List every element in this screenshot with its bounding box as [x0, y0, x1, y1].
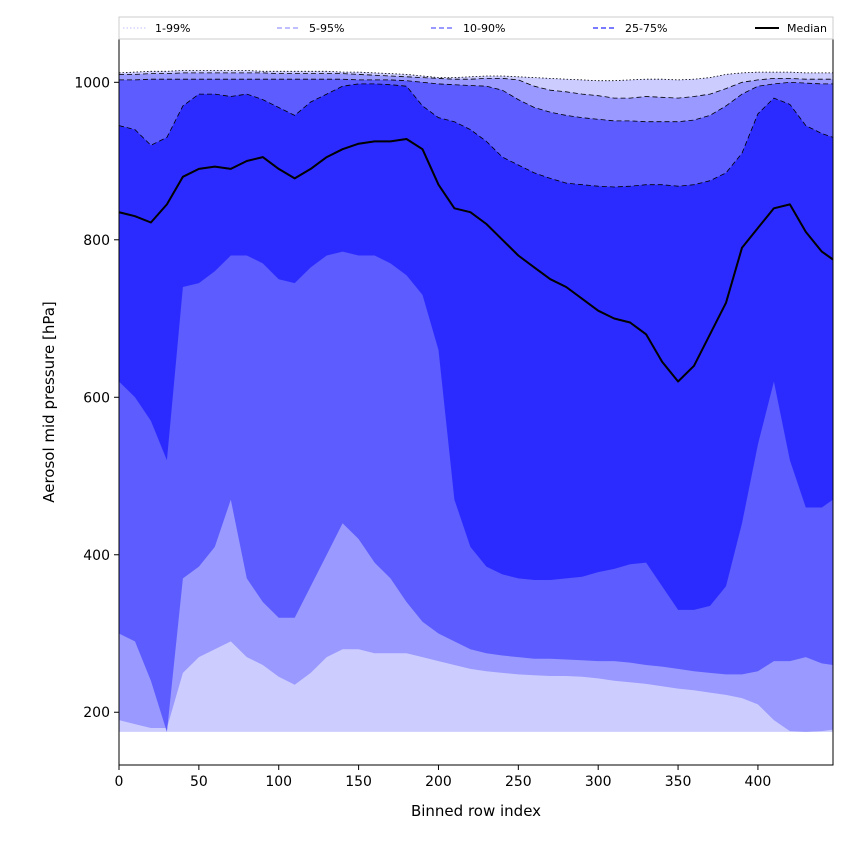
y-tick-label: 400	[83, 548, 110, 564]
band-25-75	[119, 83, 833, 610]
legend-label: 1-99%	[155, 22, 190, 35]
legend-label: Median	[787, 22, 827, 35]
band-edge-25-75	[119, 83, 833, 188]
y-tick-label: 600	[83, 390, 110, 406]
x-tick-label: 400	[745, 774, 772, 790]
x-axis-title: Binned row index	[411, 802, 541, 820]
x-tick-label: 350	[665, 774, 692, 790]
legend: 1-99% 5-95% 10-90% 25-75% Median	[118, 16, 834, 40]
band-edge-5-95	[119, 72, 833, 99]
x-tick-label: 50	[190, 774, 208, 790]
legend-label: 5-95%	[309, 22, 344, 35]
plot-area	[119, 70, 833, 732]
median-line	[119, 138, 833, 383]
y-tick-label: 200	[83, 705, 110, 721]
x-tick-label: 100	[265, 774, 292, 790]
y-tick-label: 800	[83, 233, 110, 249]
legend-box	[118, 16, 834, 40]
y-tick-label: 1000	[74, 75, 110, 91]
x-tick-label: 200	[425, 774, 452, 790]
x-tick-label: 150	[345, 774, 372, 790]
legend-label: 10-90%	[463, 22, 505, 35]
x-tick-label: 250	[505, 774, 532, 790]
y-axis-title: Aerosol mid pressure [hPa]	[40, 301, 58, 503]
x-tick-label: 300	[585, 774, 612, 790]
legend-label: 25-75%	[625, 22, 667, 35]
band-edge-1-99	[119, 70, 833, 82]
x-tick-label: 0	[115, 774, 124, 790]
